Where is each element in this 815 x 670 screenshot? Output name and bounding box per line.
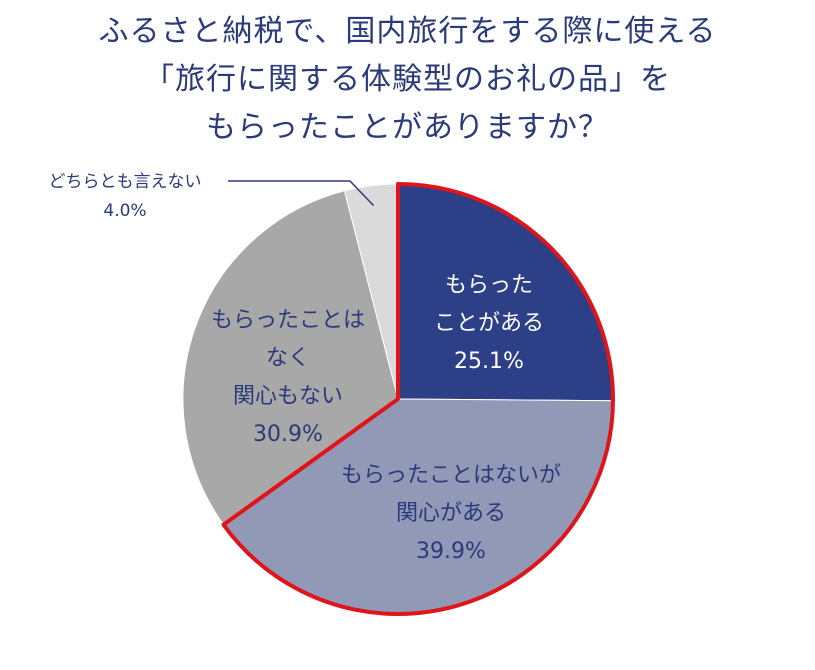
slice-category-label: もらったことはないが [341, 463, 561, 488]
slice-value-label: 25.1% [454, 349, 524, 374]
slice-value-label: 30.9% [253, 422, 323, 447]
slice-value-label: 39.9% [416, 539, 486, 564]
slice-category-label: もらったことは [211, 308, 365, 333]
callout-value-label: 4.0% [103, 201, 146, 221]
slice-category-label: もらった [445, 273, 533, 298]
slice-category-label: ことがある [434, 311, 544, 336]
title-line-1: ふるさと納税で、国内旅行をする際に使える [98, 14, 717, 49]
slice-label-3: もらったことはなく関心もない 30.9% [211, 308, 365, 447]
callout-leader-line [228, 180, 375, 207]
title-line-2: 「旅行に関する体験型のお礼の品」を [144, 62, 671, 97]
slice-category-label: 関心もない [233, 384, 343, 409]
pie-slice-3 [182, 190, 399, 526]
callout: どちらとも言えない 4.0% [49, 172, 375, 221]
slice-category-label: 関心がある [396, 501, 506, 526]
callout-category-label: どちらとも言えない [49, 172, 202, 192]
title-line-3: もらったことがありますか？ [206, 110, 609, 145]
slice-label-1: もらったことがある 25.1% [434, 273, 544, 374]
slice-label-2: もらったことはないが関心がある 39.9% [341, 463, 561, 564]
slice-labels: もらったことがある 25.1%もらったことはないが関心がある 39.9%もらったこと… [211, 273, 561, 564]
pie-slices [182, 183, 614, 615]
slice-category-label: なく [266, 346, 310, 371]
highlight-outline [221, 182, 615, 616]
chart-title: ふるさと納税で、国内旅行をする際に使える 「旅行に関する体験型のお礼の品」を も… [0, 8, 815, 152]
